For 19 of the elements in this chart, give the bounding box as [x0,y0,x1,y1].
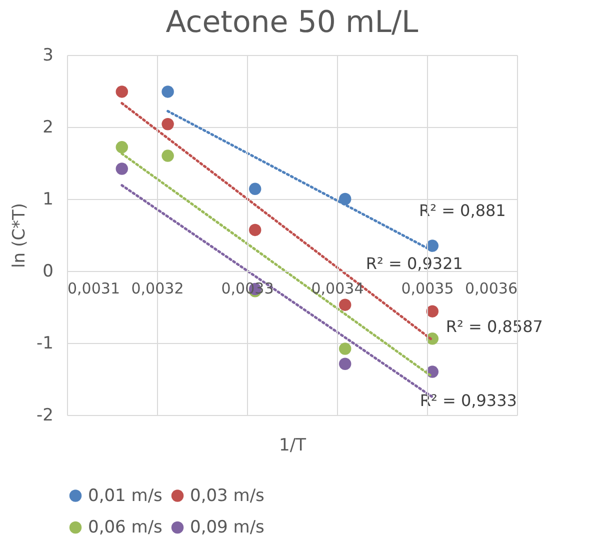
y-tick-label: -1 [36,334,54,354]
y-tick-label: 2 [42,118,54,138]
x-axis-title: 1/T [279,436,307,456]
annotation: R² = 0,9321 [366,254,463,274]
x-tick-label: 0,0032 [131,280,184,298]
annotation: R² = 0,8587 [446,316,543,336]
chart-title: Acetone 50 mL/L [166,5,419,40]
y-tick-label: 1 [42,190,54,210]
y-axis-title: ln (C*T) [10,203,30,268]
y-tick-label: -2 [36,406,54,426]
y-tick-label: 0 [42,262,54,282]
x-tick-label: 0,0035 [401,280,454,298]
legend-label: 0,01 m/s [88,486,163,506]
legend-label: 0,03 m/s [190,486,265,506]
y-tick-label: 3 [42,46,54,66]
x-tick-label: 0,0036 [465,280,518,298]
legend-label: 0,09 m/s [190,518,265,538]
legend-label: 0,06 m/s [88,518,163,538]
x-tick-label: 0,0031 [68,280,120,298]
